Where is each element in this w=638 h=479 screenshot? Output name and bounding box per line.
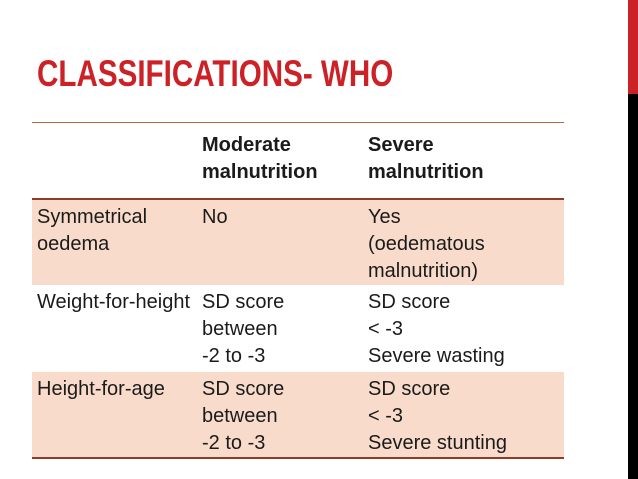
header-cell-empty [32, 122, 202, 200]
cell-severe: SD score < -3 Severe wasting [368, 290, 505, 367]
row-label: Symmetrical oedema [37, 205, 148, 255]
header-cell-moderate: Moderate malnutrition [202, 122, 368, 200]
cell-moderate: SD score between -2 to -3 [202, 290, 285, 367]
header-cell-severe: Severe malnutrition [368, 122, 564, 200]
slide-title: CLASSIFICATIONS- WHO [37, 52, 394, 94]
table-header-row: Moderate malnutrition Severe malnutritio… [32, 122, 564, 200]
cell-severe: SD score < -3 Severe stunting [368, 377, 507, 454]
who-classification-table: Moderate malnutrition Severe malnutritio… [32, 122, 564, 459]
row-label: Weight-for-height [37, 290, 191, 313]
table-row-weight-for-height: Weight-for-height SD score between -2 to… [32, 284, 564, 372]
table-row-height-for-age: Height-for-age SD score between -2 to -3… [32, 371, 564, 458]
cell-severe: Yes (oedematous malnutrition) [368, 205, 485, 282]
cell-moderate: SD score between -2 to -3 [202, 377, 285, 454]
edge-accent-black-bar [628, 94, 638, 479]
table-row-symmetrical-oedema: Symmetrical oedema No Yes (oedematous ma… [32, 198, 564, 285]
edge-accent-red-bar [628, 0, 638, 94]
cell-moderate: No [202, 205, 228, 228]
row-label: Height-for-age [37, 377, 165, 400]
